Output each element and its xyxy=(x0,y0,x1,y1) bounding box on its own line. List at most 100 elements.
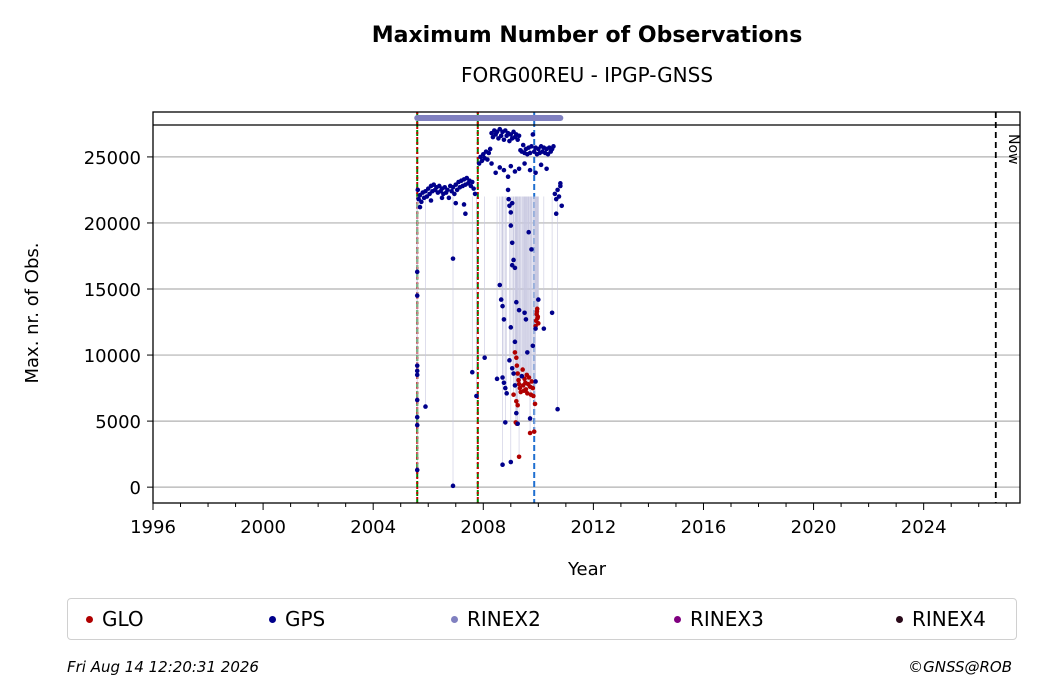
legend-item-gps: GPS xyxy=(269,599,325,639)
point-gps xyxy=(508,459,514,465)
point-gps xyxy=(469,369,475,375)
point-glo xyxy=(514,355,519,360)
legend-label-glo: GLO xyxy=(102,607,144,631)
point-gps xyxy=(527,167,533,173)
y-tick-label: 0 xyxy=(130,478,141,499)
x-axis-label: Year xyxy=(567,559,607,580)
point-gps xyxy=(555,406,560,412)
point-gps xyxy=(485,157,490,162)
plot-frame xyxy=(152,111,1021,504)
point-gps xyxy=(508,163,514,169)
point-gps xyxy=(503,385,508,391)
y-tick-label: 20000 xyxy=(84,214,141,235)
legend: GLO GPS RINEX2 RINEX3 RINEX4 xyxy=(67,598,1017,640)
point-gps xyxy=(497,282,503,288)
x-tick-label: 1996 xyxy=(130,517,176,538)
point-gps xyxy=(501,380,507,386)
point-glo xyxy=(526,375,532,380)
point-gps xyxy=(553,211,559,217)
point-gps xyxy=(559,203,565,209)
point-gps xyxy=(501,137,507,143)
point-gps xyxy=(533,170,538,176)
chart-subtitle: FORG00REU - IPGP-GNSS xyxy=(461,63,713,87)
point-gps xyxy=(461,202,467,207)
point-gps xyxy=(487,146,493,152)
point-gps xyxy=(520,142,526,148)
point-glo xyxy=(523,387,529,392)
point-gps xyxy=(509,365,515,371)
point-glo xyxy=(517,385,523,391)
chart-title: Maximum Number of Observations xyxy=(372,23,803,48)
point-gps xyxy=(423,404,428,409)
point-gps xyxy=(445,187,450,193)
point-gps xyxy=(414,372,420,378)
point-gps xyxy=(450,256,456,261)
point-gps xyxy=(501,317,507,322)
point-glo xyxy=(515,402,520,408)
point-gps xyxy=(558,181,563,186)
x-tick-label: 2000 xyxy=(240,517,286,538)
point-glo xyxy=(532,401,538,407)
point-gps xyxy=(494,376,500,382)
point-glo xyxy=(530,385,536,391)
point-gps xyxy=(414,467,420,473)
legend-marker-glo xyxy=(86,615,93,623)
point-gps xyxy=(439,195,445,201)
point-gps xyxy=(414,363,420,368)
point-gps xyxy=(538,162,544,168)
point-gps xyxy=(525,350,530,355)
point-glo xyxy=(516,381,522,387)
point-gps xyxy=(414,422,420,428)
point-gps xyxy=(514,410,519,416)
point-glo xyxy=(525,391,530,396)
point-glo xyxy=(527,430,533,436)
legend-marker-rinex4 xyxy=(896,615,903,623)
point-gps xyxy=(515,137,520,143)
x-tick-label: 2012 xyxy=(570,517,616,538)
point-gps xyxy=(522,161,527,166)
x-tick-label: 2020 xyxy=(791,517,837,538)
point-gps xyxy=(523,317,529,322)
point-gps xyxy=(519,373,525,379)
point-gps xyxy=(419,199,424,205)
point-gps xyxy=(516,133,522,139)
legend-item-glo: GLO xyxy=(86,599,144,639)
x-tick-label: 2024 xyxy=(901,517,947,538)
point-gps xyxy=(511,371,516,376)
point-glo xyxy=(516,454,522,460)
point-gps xyxy=(463,211,468,217)
point-gps xyxy=(533,379,538,384)
point-glo xyxy=(512,350,518,355)
point-gps xyxy=(512,383,518,388)
point-gps xyxy=(414,397,420,403)
point-gps xyxy=(446,195,452,201)
point-gps xyxy=(501,167,507,173)
point-glo xyxy=(514,398,519,404)
point-gps xyxy=(552,191,558,197)
point-gps xyxy=(536,297,541,302)
point-gps xyxy=(508,223,514,228)
point-gps xyxy=(504,391,509,396)
y-tick-label: 5000 xyxy=(95,412,141,433)
footer-timestamp: Fri Aug 14 12:20:31 2026 xyxy=(67,658,259,676)
point-gps xyxy=(509,200,515,206)
point-glo xyxy=(515,371,520,376)
point-gps xyxy=(497,165,503,170)
point-gps xyxy=(533,326,538,331)
chart: Maximum Number of Observations FORG00REU… xyxy=(22,23,1021,580)
point-gps xyxy=(414,368,420,374)
point-gps xyxy=(530,132,536,137)
legend-marker-rinex2 xyxy=(451,615,458,623)
point-glo xyxy=(511,392,516,397)
point-gps xyxy=(414,269,420,275)
y-axis-label: Max. nr. of Obs. xyxy=(22,242,43,383)
grid-lines xyxy=(153,156,1020,488)
point-gps xyxy=(498,133,504,139)
point-gps xyxy=(516,166,522,172)
point-gps xyxy=(549,310,555,316)
footer-copyright: ©GNSS@ROB xyxy=(908,658,1012,676)
point-gps xyxy=(450,483,456,489)
x-tick-label: 2016 xyxy=(681,517,727,538)
point-gps xyxy=(474,393,479,399)
point-glo xyxy=(529,379,535,384)
